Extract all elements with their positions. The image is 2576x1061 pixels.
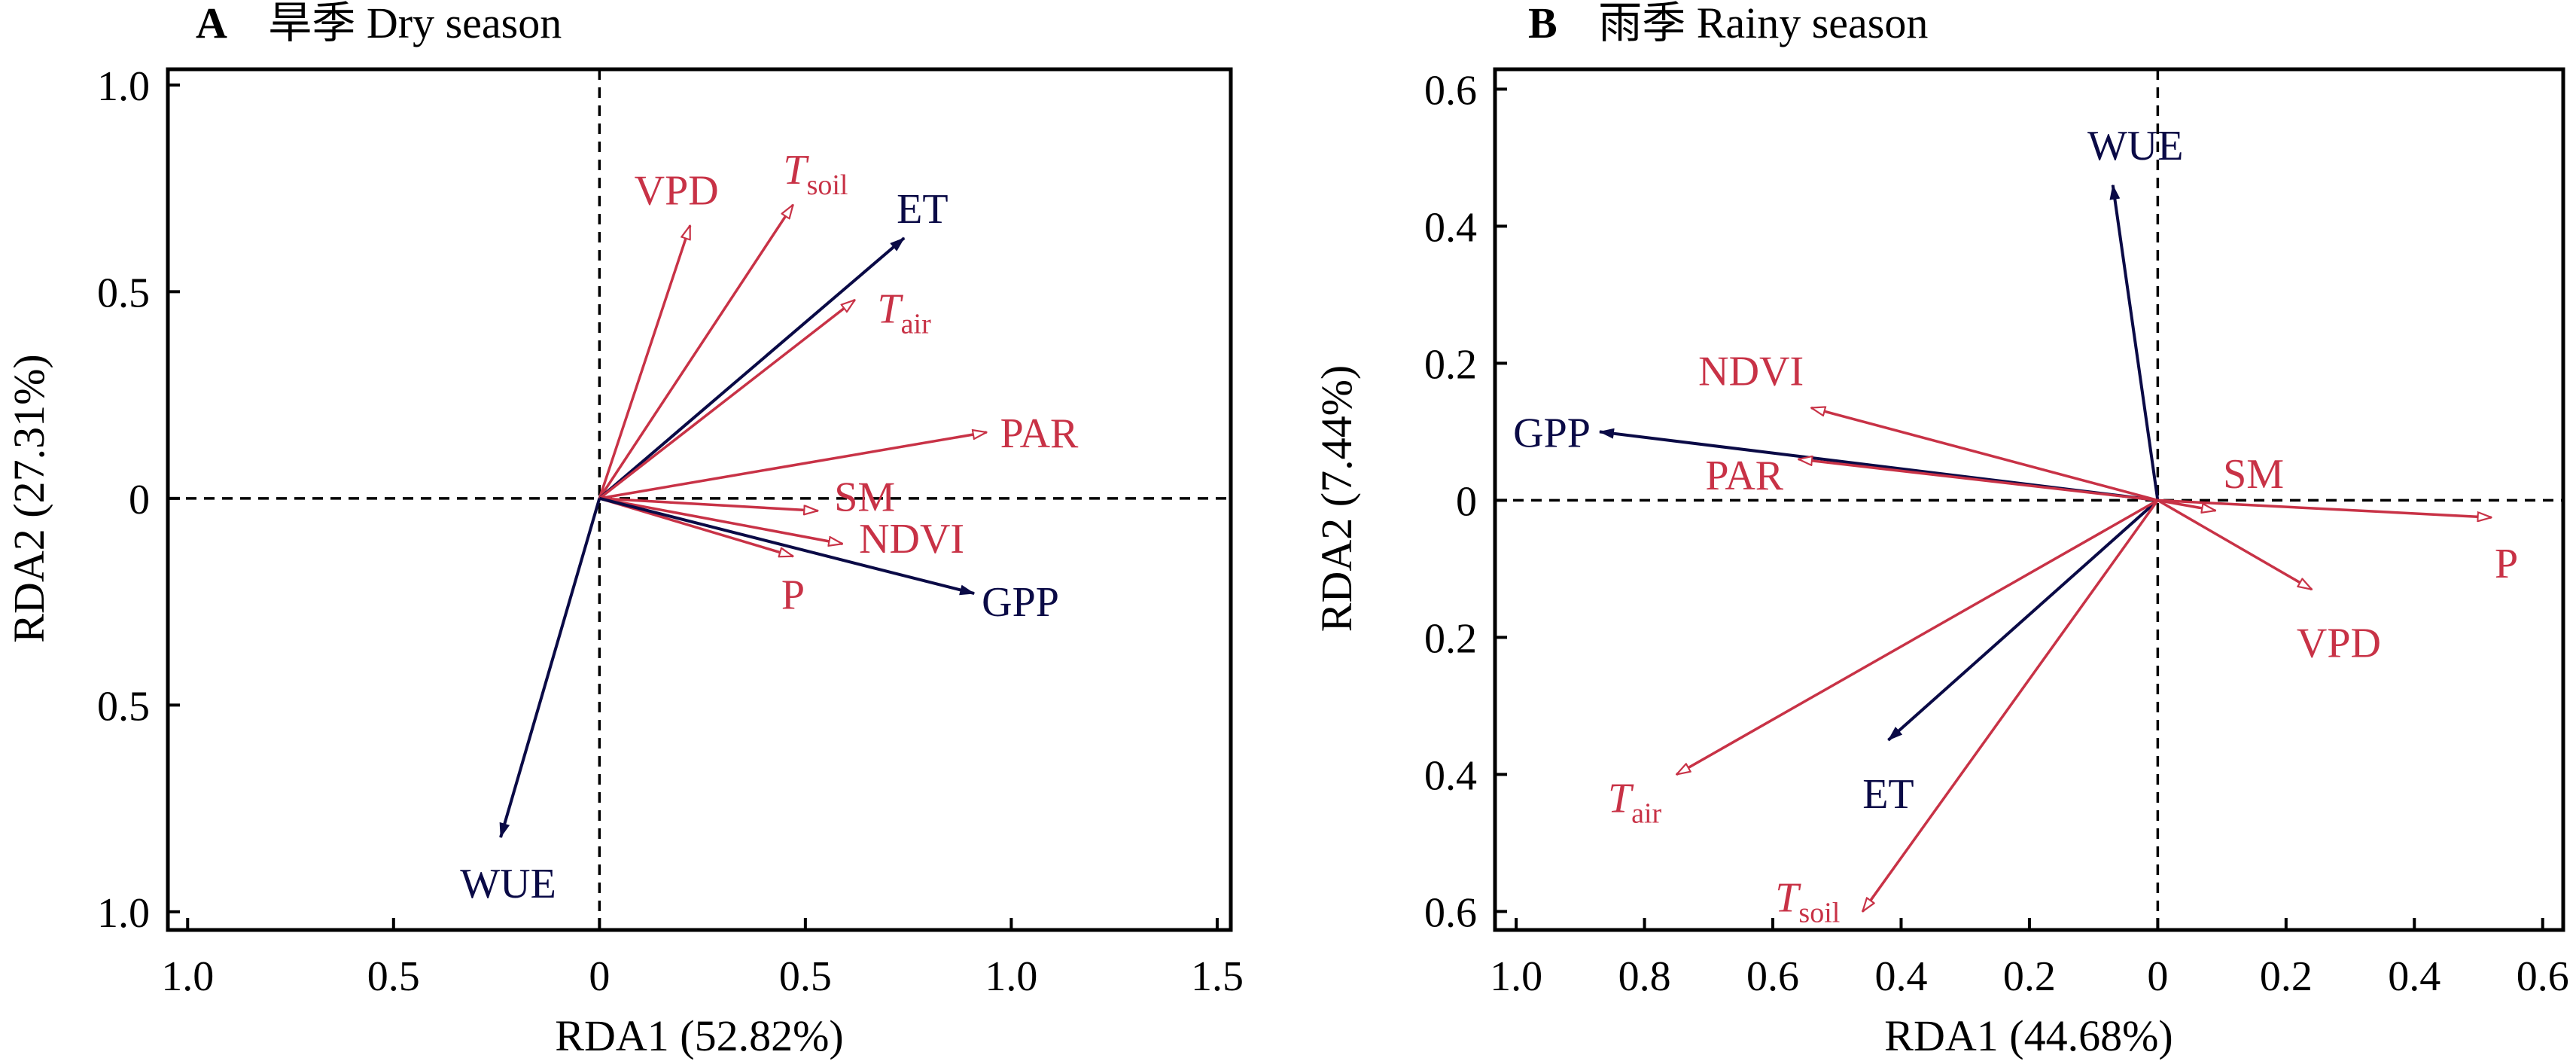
- arrow-label-wue: WUE: [460, 861, 556, 907]
- arrow-label-vpd: VPD: [2297, 620, 2381, 667]
- arrow-vpd: [2157, 498, 2312, 589]
- arrow-tsoil: [598, 205, 793, 499]
- arrow-tsoil: [1862, 499, 2159, 911]
- x-tick-label: 0.4: [2388, 953, 2441, 1000]
- panel-title: B 雨季 Rainy season: [1528, 0, 1928, 47]
- arrow-label-vpd: VPD: [635, 168, 719, 215]
- arrow-label-gpp: GPP: [1513, 410, 1591, 456]
- x-tick-label: 1.0: [161, 953, 214, 1000]
- arrow-wue: [499, 498, 601, 838]
- panel-title-text: 旱季 Dry season: [268, 0, 562, 47]
- arrow-label-ndvi: NDVI: [859, 516, 964, 563]
- arrow-tair: [598, 300, 854, 500]
- arrow-label-gpp: GPP: [982, 579, 1059, 626]
- x-tick-label: 0.2: [2260, 953, 2313, 1000]
- arrow-label-et: ET: [897, 186, 948, 233]
- y-tick-label: 0.4: [1424, 752, 1477, 799]
- arrow-wue: [2109, 184, 2160, 501]
- x-tick-label: 0.6: [2517, 953, 2569, 1000]
- y-tick-label: 0.6: [1424, 67, 1477, 114]
- y-axis-title: RDA2 (7.44%): [1312, 365, 1361, 632]
- y-tick-label: 0.5: [97, 683, 150, 730]
- arrow-tair: [1676, 498, 2159, 774]
- arrow-label-et: ET: [1862, 771, 1914, 818]
- label-main: T: [1608, 775, 1634, 822]
- y-tick-label: 1.0: [97, 63, 150, 110]
- y-tick-label: 0.5: [97, 270, 150, 316]
- label-subscript: air: [1631, 797, 1661, 829]
- y-axis-title: RDA2 (27.31%): [5, 354, 53, 642]
- x-tick-label: 1.0: [1490, 953, 1542, 1000]
- arrow-label-sm: SM: [834, 474, 895, 520]
- panel-rainy-season: B 雨季 Rainy season 1.0 0.8 0.6 0.4 0.2 0 0.2 0.4…: [1312, 0, 2569, 1060]
- x-tick-label: 0.6: [1746, 953, 1799, 1000]
- arrow-vpd: [598, 226, 692, 499]
- label-main: T: [1775, 874, 1801, 921]
- arrow-et: [1887, 498, 2159, 742]
- arrow-label-tair: Tair: [878, 285, 932, 340]
- arrow-ndvi: [599, 497, 842, 544]
- arrow-par: [1798, 459, 2158, 502]
- arrow-label-p: P: [2495, 541, 2518, 587]
- x-tick-label: 0.5: [367, 953, 420, 1000]
- arrow-label-ndvi: NDVI: [1698, 349, 1804, 395]
- panel-title: A 旱季 Dry season: [196, 0, 562, 47]
- arrow-et: [598, 236, 906, 500]
- arrow-label-tsoil: Tsoil: [1775, 874, 1840, 928]
- arrow-label-sm: SM: [2223, 451, 2284, 498]
- y-tick-label: 0.4: [1424, 204, 1477, 251]
- plot-area: 1.0 0.8 0.6 0.4 0.2 0 0.2 0.4 0.6 0.6 0.4 0.2 0 0.2 0.…: [1424, 67, 2569, 1000]
- arrow-ndvi: [1811, 408, 2158, 502]
- panel-dry-season: A 旱季 Dry season 1.0 0.5 0 0.5 1.0 1.5 1.0 0.5 0 0…: [5, 0, 1244, 1060]
- y-tick-label: 0: [1456, 478, 1477, 525]
- arrow-gpp: [598, 496, 976, 596]
- panel-title-text: 雨季 Rainy season: [1598, 0, 1928, 47]
- label-subscript: air: [901, 308, 931, 340]
- x-tick-label: 1.5: [1191, 953, 1244, 1000]
- x-tick-label: 0: [2147, 953, 2168, 1000]
- arrow-label-par: PAR: [1000, 410, 1079, 457]
- panel-letter: B: [1528, 0, 1557, 47]
- arrow-label-tsoil: Tsoil: [783, 147, 848, 201]
- arrow-label-tair: Tair: [1608, 775, 1662, 829]
- y-tick-label: 0.6: [1424, 889, 1477, 936]
- y-tick-label: 0.2: [1424, 341, 1477, 388]
- arrow-label-p: P: [781, 572, 805, 619]
- x-tick-label: 0.8: [1618, 953, 1671, 1000]
- y-tick-label: 0.2: [1424, 615, 1477, 662]
- x-tick-label: 0.4: [1874, 953, 1927, 1000]
- x-axis-title: RDA1 (44.68%): [1884, 1011, 2173, 1060]
- label-subscript: soil: [1798, 897, 1840, 928]
- label-main: T: [878, 285, 904, 332]
- panel-letter: A: [196, 0, 227, 47]
- x-tick-label: 1.0: [985, 953, 1037, 1000]
- x-tick-label: 0: [589, 953, 610, 1000]
- x-tick-label: 0.5: [779, 953, 832, 1000]
- y-tick-label: 1.0: [97, 890, 150, 937]
- arrow-par: [599, 432, 986, 500]
- plot-area: 1.0 0.5 0 0.5 1.0 1.5 1.0 0.5 0 0.5 1.0 VPD Tsoil ET T…: [97, 63, 1244, 1000]
- x-tick-label: 0.2: [2003, 953, 2056, 1000]
- x-axis-title: RDA1 (52.82%): [555, 1011, 843, 1060]
- arrow-p: [2157, 498, 2491, 517]
- arrow-label-wue: WUE: [2087, 123, 2184, 169]
- arrow-label-par: PAR: [1705, 453, 1783, 499]
- label-main: T: [783, 147, 809, 194]
- label-subscript: soil: [807, 169, 848, 201]
- arrow-sm: [599, 497, 818, 511]
- y-tick-label: 0: [129, 477, 150, 523]
